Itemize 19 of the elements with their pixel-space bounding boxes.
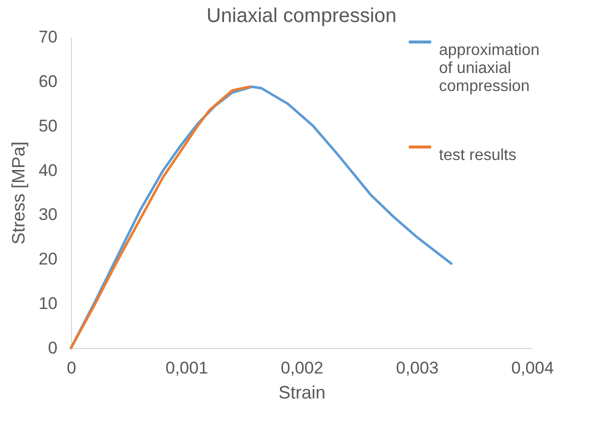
x-tick-label: 0 [66,358,76,378]
legend-label: approximation of uniaxial compression [439,42,540,95]
y-tick-label: 40 [38,160,58,180]
x-tick-label: 0,004 [511,358,554,378]
chart-title: Uniaxial compression [206,5,397,27]
x-tick-label: 0,001 [165,358,208,378]
y-tick-label: 0 [48,338,58,358]
x-axis-title: Strain [278,382,326,402]
line-series [70,86,251,350]
y-axis-title: Stress [MPa] [8,141,29,245]
y-tick-label: 30 [38,205,58,224]
y-tick-label: 10 [38,294,58,314]
x-tick-label: 0,002 [280,358,324,378]
legend-label: test results [439,147,516,164]
y-tick-label: 70 [38,28,58,46]
x-tick-label: 0,003 [396,358,439,378]
y-tick-label: 50 [38,116,58,136]
y-tick-label: 60 [38,72,58,91]
y-tick-label: 20 [38,250,58,269]
